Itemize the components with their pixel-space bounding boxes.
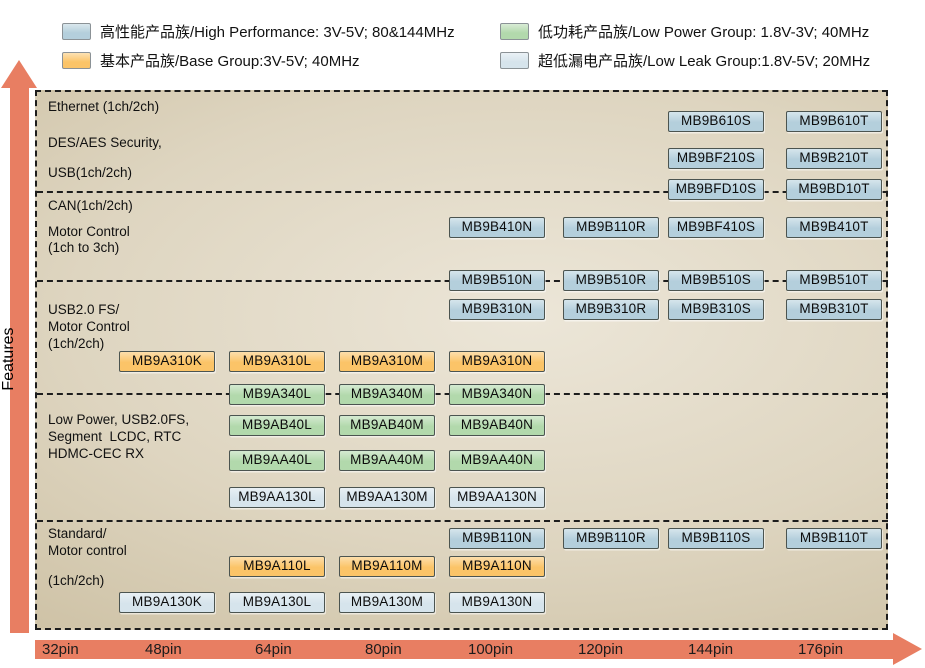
chip-mb9b410t: MB9B410T: [786, 217, 882, 238]
section-label-standard-motor-control: (1ch/2ch): [48, 573, 105, 588]
legend-item-low_leak: 超低漏电产品族/Low Leak Group:1.8V-5V; 20MHz: [500, 51, 871, 70]
chip-mb9b110n: MB9B110N: [449, 528, 545, 549]
section-label-low-power-lcdc-rtc: Segment LCDC, RTC: [48, 429, 182, 444]
chip-mb9a340n: MB9A340N: [449, 384, 545, 405]
pin-label-32pin: 32pin: [42, 641, 79, 658]
chip-mb9bd10t: MB9BD10T: [786, 179, 882, 200]
chip-mb9a130k: MB9A130K: [119, 592, 215, 613]
chip-mb9b410n: MB9B410N: [449, 217, 545, 238]
chip-mb9b110t: MB9B110T: [786, 528, 882, 549]
legend-label-low_leak: 超低漏电产品族/Low Leak Group:1.8V-5V; 20MHz: [538, 52, 871, 70]
legend-item-low_power: 低功耗产品族/Low Power Group: 1.8V-3V; 40MHz: [500, 22, 870, 41]
section-label-usb20fs-motor-control: Motor Control: [48, 319, 130, 334]
section-label-can-motor-control: Motor Control: [48, 224, 130, 239]
legend-label-low_power: 低功耗产品族/Low Power Group: 1.8V-3V; 40MHz: [538, 23, 870, 41]
pin-label-120pin: 120pin: [578, 641, 624, 658]
pin-label-144pin: 144pin: [688, 641, 734, 658]
section-label-standard-motor-control: Motor control: [48, 543, 127, 558]
chip-mb9aa130m: MB9AA130M: [339, 487, 435, 508]
chip-mb9a110n: MB9A110N: [449, 556, 545, 577]
chip-mb9a130n: MB9A130N: [449, 592, 545, 613]
chip-mb9b510n: MB9B510N: [449, 270, 545, 291]
legend-swatch-base: [62, 51, 91, 69]
pin-axis-bar: [35, 640, 893, 659]
pin-label-64pin: 64pin: [255, 641, 292, 658]
section-label-ethernet-security-usb: USB(1ch/2ch): [48, 165, 133, 180]
chip-mb9ab40n: MB9AB40N: [449, 415, 545, 436]
features-axis-bar: [10, 88, 29, 633]
chip-mb9bf410s: MB9BF410S: [668, 217, 764, 238]
chip-mb9b610t: MB9B610T: [786, 111, 882, 132]
chip-mb9a310m: MB9A310M: [339, 351, 435, 372]
chip-mb9b110s: MB9B110S: [668, 528, 764, 549]
up-arrow-icon: [1, 60, 37, 88]
section-label-low-power-lcdc-rtc: HDMC-CEC RX: [48, 446, 144, 461]
legend-swatch-high_performance: [62, 22, 91, 40]
chip-mb9a340m: MB9A340M: [339, 384, 435, 405]
chip-mb9aa40n: MB9AA40N: [449, 450, 545, 471]
section-label-ethernet-security-usb: Ethernet (1ch/2ch): [48, 99, 160, 114]
section-label-low-power-lcdc-rtc: Low Power, USB2.0FS,: [48, 412, 190, 427]
section-label-usb20fs-motor-control: (1ch/2ch): [48, 336, 105, 351]
legend-label-base: 基本产品族/Base Group:3V-5V; 40MHz: [100, 52, 360, 70]
chip-mb9b310t: MB9B310T: [786, 299, 882, 320]
section-label-standard-motor-control: Standard/: [48, 526, 107, 541]
chip-mb9b510r: MB9B510R: [563, 270, 659, 291]
legend-item-high_performance: 高性能产品族/High Performance: 3V-5V; 80&144MH…: [62, 22, 455, 41]
chip-mb9b510s: MB9B510S: [668, 270, 764, 291]
chip-mb9ab40m: MB9AB40M: [339, 415, 435, 436]
chip-mb9b310s: MB9B310S: [668, 299, 764, 320]
chip-mb9a130l: MB9A130L: [229, 592, 325, 613]
section-divider-4: [37, 520, 888, 522]
chip-mb9b110r: MB9B110R: [563, 528, 659, 549]
chip-mb9aa40m: MB9AA40M: [339, 450, 435, 471]
chip-mb9b510t: MB9B510T: [786, 270, 882, 291]
chip-mb9aa130n: MB9AA130N: [449, 487, 545, 508]
legend-label-high_performance: 高性能产品族/High Performance: 3V-5V; 80&144MH…: [100, 23, 455, 41]
chip-mb9ab40l: MB9AB40L: [229, 415, 325, 436]
features-axis-label: Features: [0, 327, 17, 391]
pin-label-80pin: 80pin: [365, 641, 402, 658]
section-label-usb20fs-motor-control: USB2.0 FS/: [48, 302, 120, 317]
chip-mb9b210t: MB9B210T: [786, 148, 882, 169]
chip-mb9aa40l: MB9AA40L: [229, 450, 325, 471]
chip-mb9b610s: MB9B610S: [668, 111, 764, 132]
section-label-ethernet-security-usb: DES/AES Security,: [48, 135, 162, 150]
chip-mb9b310r: MB9B310R: [563, 299, 659, 320]
chip-mb9a310n: MB9A310N: [449, 351, 545, 372]
chip-mb9a110m: MB9A110M: [339, 556, 435, 577]
chip-mb9b310n: MB9B310N: [449, 299, 545, 320]
chip-mb9aa130l: MB9AA130L: [229, 487, 325, 508]
pin-label-100pin: 100pin: [468, 641, 514, 658]
chip-mb9a310l: MB9A310L: [229, 351, 325, 372]
section-divider-1: [37, 191, 888, 193]
chip-mb9a340l: MB9A340L: [229, 384, 325, 405]
pin-label-48pin: 48pin: [145, 641, 182, 658]
chip-mb9bf210s: MB9BF210S: [668, 148, 764, 169]
chip-mb9b110r: MB9B110R: [563, 217, 659, 238]
legend-swatch-low_leak: [500, 51, 529, 69]
chip-mb9a110l: MB9A110L: [229, 556, 325, 577]
section-label-can-motor-control: CAN(1ch/2ch): [48, 198, 133, 213]
right-arrow-icon: [893, 633, 922, 665]
pin-label-176pin: 176pin: [798, 641, 844, 658]
legend-swatch-low_power: [500, 22, 529, 40]
chip-mb9a130m: MB9A130M: [339, 592, 435, 613]
section-label-can-motor-control: (1ch to 3ch): [48, 240, 120, 255]
chip-mb9a310k: MB9A310K: [119, 351, 215, 372]
chip-mb9bfd10s: MB9BFD10S: [668, 179, 764, 200]
legend-item-base: 基本产品族/Base Group:3V-5V; 40MHz: [62, 51, 360, 70]
